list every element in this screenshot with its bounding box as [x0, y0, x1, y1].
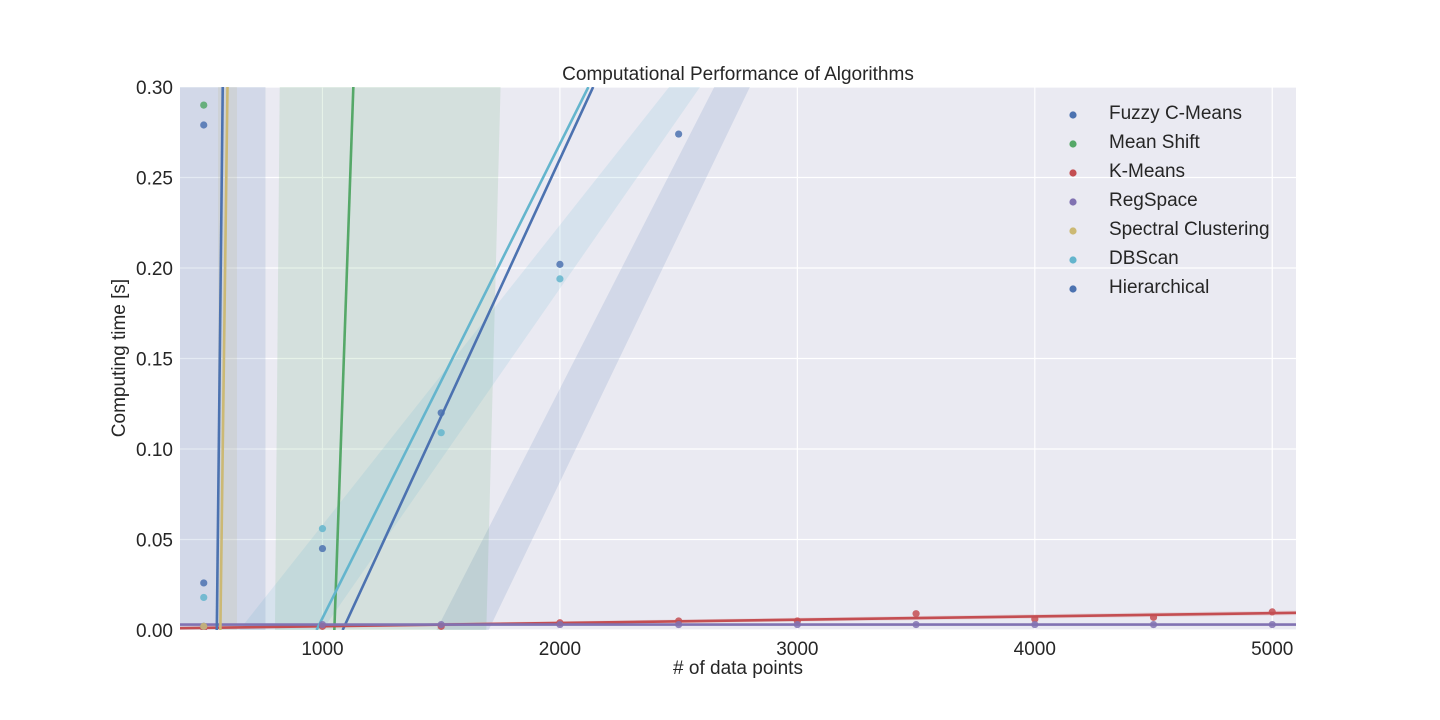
gridlines: [180, 86, 1296, 631]
spectral-clustering-fit-line: [219, 87, 229, 630]
fuzzy-c-means-point: [437, 409, 445, 417]
legend-label-mean-shift: Mean Shift: [1109, 132, 1201, 153]
legend: Fuzzy C-Means Mean Shift K-Means RegSpace Sp…: [1069, 103, 1270, 298]
chart-title: Computational Performance of Algorithms: [562, 64, 914, 85]
regspace-point: [437, 620, 445, 629]
fuzzy-c-means-point: [200, 579, 208, 587]
fuzzy-c-means-point: [318, 544, 327, 553]
data-points: [200, 101, 1276, 630]
y-axis-ticks: 0.00 0.05 0.10 0.15 0.20 0.25 0.30: [136, 78, 173, 642]
mean-shift-fit-line: [333, 87, 355, 630]
fuzzy-c-means-fit-line: [341, 87, 595, 630]
legend-label-fuzzy-c-means: Fuzzy C-Means: [1109, 103, 1242, 124]
mean-shift-confidence-band: [274, 87, 501, 630]
y-tick-label: 0.05: [136, 531, 173, 552]
regspace-point: [1149, 620, 1158, 629]
regspace-point: [1031, 620, 1039, 629]
regspace-point: [675, 620, 683, 629]
k-means-point: [1268, 608, 1276, 616]
legend-marker-spectral-clustering: [1069, 227, 1077, 235]
regression-lines: [180, 87, 1296, 630]
dbscan-point: [318, 525, 327, 533]
regspace-point: [318, 620, 327, 629]
fuzzy-c-means-point: [200, 121, 208, 129]
hierarchical-fit-line: [215, 87, 225, 630]
legend-marker-fuzzy-c-means: [1069, 111, 1077, 119]
legend-marker-dbscan: [1069, 256, 1077, 264]
dbscan-fit-line: [315, 87, 590, 630]
mean-shift-point: [200, 101, 208, 109]
x-tick-label: 3000: [776, 639, 818, 660]
k-means-point: [912, 610, 920, 618]
x-tick-label: 2000: [539, 639, 581, 660]
x-axis-title: # of data points: [673, 658, 803, 679]
legend-label-dbscan: DBScan: [1109, 248, 1179, 269]
regspace-point: [556, 620, 564, 629]
regspace-point: [793, 620, 801, 629]
y-tick-label: 0.20: [136, 259, 173, 280]
fuzzy-c-means-point: [556, 260, 564, 268]
dbscan-point: [556, 275, 564, 283]
y-tick-label: 0.30: [136, 78, 173, 99]
dbscan-point: [437, 429, 445, 437]
y-axis-title: Computing time [s]: [109, 279, 130, 437]
legend-label-regspace: RegSpace: [1109, 190, 1198, 211]
legend-label-k-means: K-Means: [1109, 161, 1185, 182]
x-tick-label: 4000: [1014, 639, 1056, 660]
dbscan-point: [200, 593, 208, 602]
x-tick-label: 1000: [301, 639, 343, 660]
legend-marker-mean-shift: [1069, 140, 1077, 148]
y-tick-label: 0.25: [136, 169, 173, 190]
dbscan-confidence-band: [239, 87, 701, 630]
legend-marker-regspace: [1069, 198, 1077, 206]
regspace-point: [912, 620, 920, 629]
fuzzy-c-means-confidence-band: [436, 87, 750, 630]
k-means-point: [1149, 613, 1158, 621]
y-tick-label: 0.15: [136, 350, 173, 371]
regspace-point: [1268, 620, 1276, 629]
fuzzy-c-means-point: [675, 130, 683, 138]
spectral-clustering-point: [200, 622, 208, 630]
x-tick-label: 5000: [1251, 639, 1293, 660]
k-means-point: [1031, 615, 1039, 623]
legend-label-hierarchical: Hierarchical: [1109, 277, 1209, 298]
y-tick-label: 0.00: [136, 621, 173, 642]
legend-marker-hierarchical: [1069, 285, 1077, 293]
x-axis-ticks: 1000 2000 3000 4000 5000: [301, 639, 1293, 660]
legend-label-spectral-clustering: Spectral Clustering: [1109, 219, 1270, 240]
y-tick-label: 0.10: [136, 440, 173, 461]
legend-marker-k-means: [1069, 169, 1077, 177]
